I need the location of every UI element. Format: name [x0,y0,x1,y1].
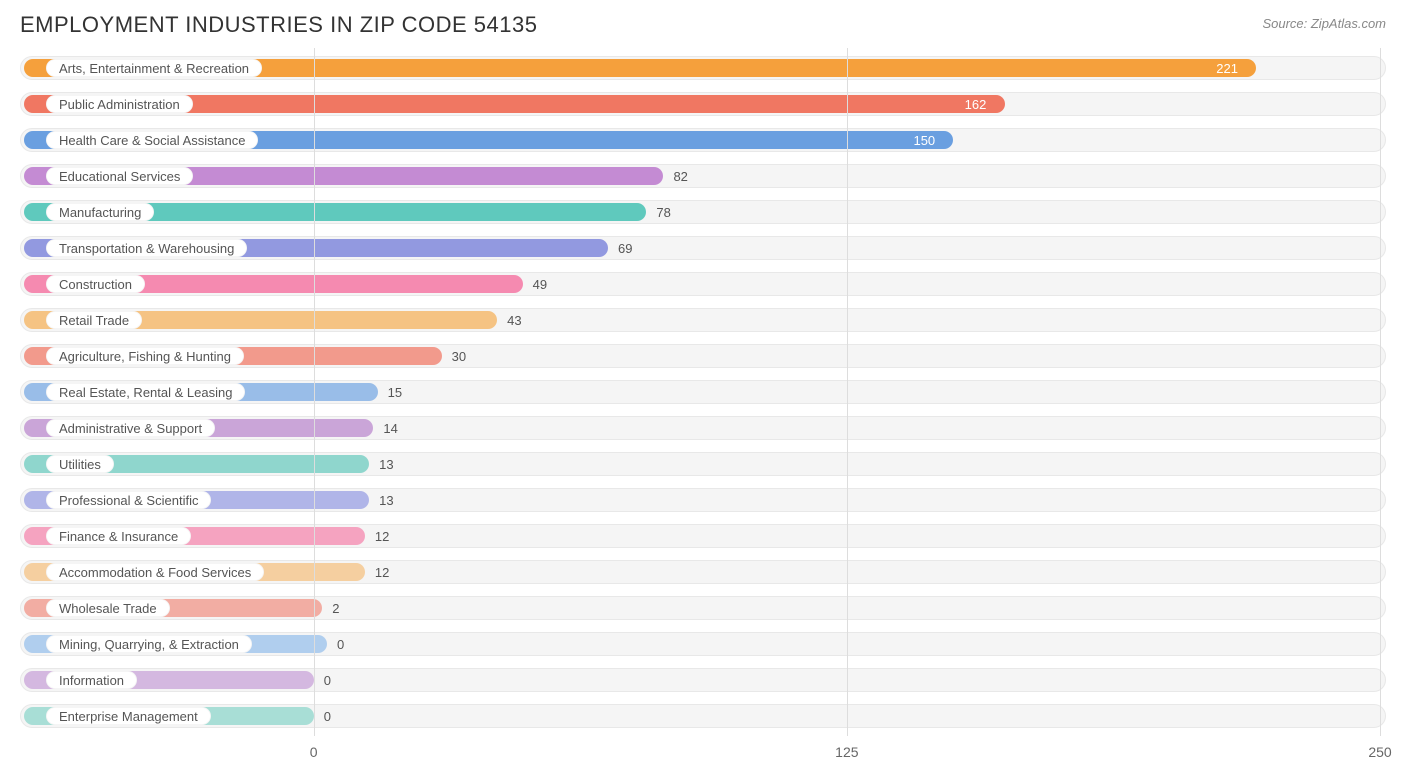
bar-value-label: 150 [913,126,935,154]
bar-row: Health Care & Social Assistance 150 [20,126,1386,154]
bar-cap-icon [26,60,42,76]
bar-cap-icon [26,312,42,328]
category-pill: Wholesale Trade [46,599,170,617]
bar-cap-icon [26,348,42,364]
category-pill: Finance & Insurance [46,527,191,545]
bar-cap-icon [26,384,42,400]
chart-title: EMPLOYMENT INDUSTRIES IN ZIP CODE 54135 [20,12,538,38]
bar-row: Transportation & Warehousing 69 [20,234,1386,262]
bar-value-label: 162 [965,90,987,118]
category-pill: Real Estate, Rental & Leasing [46,383,245,401]
bar-cap-icon [26,708,42,724]
bar-row: Utilities 13 [20,450,1386,478]
x-axis: 0125250 [20,744,1386,764]
bar-row: Accommodation & Food Services 12 [20,558,1386,586]
category-pill: Public Administration [46,95,193,113]
bar-row: Information 0 [20,666,1386,694]
bar-cap-icon [26,672,42,688]
category-pill: Administrative & Support [46,419,215,437]
bar-value-label: 14 [383,414,397,442]
chart-area: Arts, Entertainment & Recreation 221 Publi… [20,48,1386,736]
bar-value-label: 13 [379,486,393,514]
bar-value-label: 78 [656,198,670,226]
bar-cap-icon [26,528,42,544]
gridline [1380,48,1381,736]
x-tick-label: 125 [835,744,858,760]
category-pill: Professional & Scientific [46,491,211,509]
bar-value-label: 0 [324,666,331,694]
bar-cap-icon [26,420,42,436]
category-pill: Information [46,671,137,689]
category-pill: Construction [46,275,145,293]
bar-cap-icon [26,636,42,652]
bar-row: Administrative & Support 14 [20,414,1386,442]
bar-row: Real Estate, Rental & Leasing 15 [20,378,1386,406]
bar-value-label: 12 [375,558,389,586]
bar-value-label: 2 [332,594,339,622]
bar-row: Retail Trade 43 [20,306,1386,334]
bar-value-label: 0 [337,630,344,658]
bar-cap-icon [26,564,42,580]
bar-value-label: 221 [1216,54,1238,82]
bar-cap-icon [26,204,42,220]
bar-value-label: 43 [507,306,521,334]
bar-cap-icon [26,456,42,472]
category-pill: Manufacturing [46,203,154,221]
bar-row: Manufacturing 78 [20,198,1386,226]
bar-row: Wholesale Trade 2 [20,594,1386,622]
bar-value-label: 30 [452,342,466,370]
plot-region: Arts, Entertainment & Recreation 221 Publi… [20,48,1386,736]
category-pill: Utilities [46,455,114,473]
category-pill: Accommodation & Food Services [46,563,264,581]
category-pill: Retail Trade [46,311,142,329]
bar-cap-icon [26,132,42,148]
bar-cap-icon [26,240,42,256]
bar-row: Educational Services 82 [20,162,1386,190]
bar-value-label: 0 [324,702,331,730]
bar-value-label: 15 [388,378,402,406]
bar-cap-icon [26,276,42,292]
bar-cap-icon [26,600,42,616]
x-tick-label: 0 [310,744,318,760]
category-pill: Educational Services [46,167,193,185]
category-pill: Mining, Quarrying, & Extraction [46,635,252,653]
bar-row: Professional & Scientific 13 [20,486,1386,514]
bar-value-label: 82 [673,162,687,190]
bar-cap-icon [26,96,42,112]
x-tick-label: 250 [1368,744,1391,760]
bar-row: Finance & Insurance 12 [20,522,1386,550]
category-pill: Arts, Entertainment & Recreation [46,59,262,77]
category-pill: Enterprise Management [46,707,211,725]
bar-value-label: 69 [618,234,632,262]
bar-row: Enterprise Management 0 [20,702,1386,730]
gridline [314,48,315,736]
bar-row: Arts, Entertainment & Recreation 221 [20,54,1386,82]
bar-value-label: 13 [379,450,393,478]
category-pill: Health Care & Social Assistance [46,131,258,149]
bar-row: Mining, Quarrying, & Extraction 0 [20,630,1386,658]
source-attribution: Source: ZipAtlas.com [1262,16,1386,31]
category-pill: Transportation & Warehousing [46,239,247,257]
category-pill: Agriculture, Fishing & Hunting [46,347,244,365]
bar-cap-icon [26,168,42,184]
bar-value-label: 49 [533,270,547,298]
bar-row: Agriculture, Fishing & Hunting 30 [20,342,1386,370]
gridline [847,48,848,736]
bar-cap-icon [26,492,42,508]
bars-container: Arts, Entertainment & Recreation 221 Publi… [20,54,1386,730]
bar-row: Public Administration 162 [20,90,1386,118]
bar-value-label: 12 [375,522,389,550]
bar-row: Construction 49 [20,270,1386,298]
